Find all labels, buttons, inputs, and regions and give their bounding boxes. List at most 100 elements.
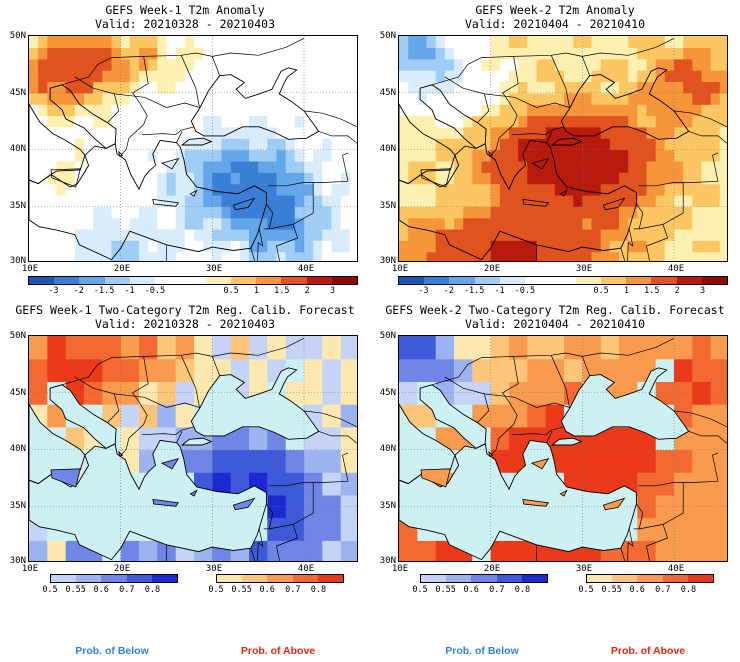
- colorbar-tick-label: -0.5: [144, 286, 166, 296]
- colorbar-tick-label: 0.7: [489, 585, 505, 595]
- colorbar-tick-label: 0.5: [208, 585, 224, 595]
- colorbar-tick-label: 3: [330, 286, 336, 296]
- colorbar-swatch: [651, 277, 677, 284]
- lon-label: 40E: [297, 564, 315, 574]
- below-probability-colorbar: [50, 574, 178, 583]
- colorbar-tick-label: 0.5: [223, 286, 239, 296]
- colorbar-swatch: [292, 575, 318, 582]
- colorbar-swatch: [331, 277, 358, 284]
- colorbar-swatch: [600, 277, 627, 284]
- colorbar-tick-label: 0.6: [463, 585, 479, 595]
- colorbar-tick-label: 1: [253, 286, 260, 296]
- colorbar-swatch: [474, 277, 500, 284]
- colorbar-swatch: [662, 575, 688, 582]
- colorbar-swatch: [612, 575, 638, 582]
- colorbar-swatch: [626, 277, 652, 284]
- colorbar-tick-label: -3: [418, 286, 429, 296]
- lon-label: 20E: [483, 564, 501, 574]
- lat-label: 45N: [379, 388, 396, 398]
- colorbar-tick-label: -3: [48, 286, 59, 296]
- lat-label: 30N: [379, 256, 396, 266]
- colorbar-tick-label: -1.5: [463, 286, 485, 296]
- lat-label: 30N: [9, 256, 26, 266]
- colorbar-tick-label: 0.8: [144, 585, 161, 595]
- map-week2-probability: [398, 335, 728, 562]
- colorbar-tick-label: -1: [494, 286, 505, 296]
- colorbar-swatch: [317, 575, 344, 582]
- colorbar-tick-label: -2: [73, 286, 84, 296]
- lat-label: 35N: [9, 501, 26, 511]
- colorbar-tick-label: 2: [304, 286, 310, 296]
- panel-week1-probability: GEFS Week-1 Two-Category T2m Reg. Calib.…: [0, 300, 370, 600]
- colorbar-swatch: [101, 575, 127, 582]
- colorbar-swatch: [242, 575, 268, 582]
- colorbar-swatch: [587, 575, 613, 582]
- anomaly-colorbar: [28, 276, 358, 285]
- colorbar-tick-label: -1: [124, 286, 135, 296]
- lat-label: 45N: [9, 388, 26, 398]
- lon-label: 20E: [113, 264, 131, 274]
- colorbar-tick-label: 0.6: [259, 585, 275, 595]
- colorbar-swatch: [421, 575, 447, 582]
- panel-valid-dates: Valid: 20210328 - 20210403: [94, 317, 275, 331]
- colorbar-swatch: [256, 277, 282, 284]
- colorbar-tick-label: 0.7: [655, 585, 671, 595]
- lon-label: 30E: [205, 564, 223, 574]
- lat-label: 40N: [9, 444, 26, 454]
- lon-label: 40E: [667, 264, 685, 274]
- lat-label: 30N: [9, 556, 26, 566]
- colorbar-tick-label: 0.8: [514, 585, 531, 595]
- below-probability-colorbar: [420, 574, 548, 583]
- lat-label: 35N: [379, 501, 396, 511]
- lat-label: 30N: [379, 556, 396, 566]
- map-week1-probability: [28, 335, 358, 562]
- colorbar-swatch: [205, 277, 231, 284]
- colorbar-swatch: [76, 575, 102, 582]
- colorbar-tick-label: 0.6: [93, 585, 109, 595]
- colorbar-swatch: [521, 575, 548, 582]
- lat-label: 40N: [379, 444, 396, 454]
- colorbar-tick-label: 0.5: [412, 585, 428, 595]
- panel-title: GEFS Week-1 T2m Anomaly: [105, 3, 265, 17]
- panel-week2-anomaly: GEFS Week-2 T2m Anomaly Valid: 20210404 …: [370, 0, 740, 300]
- lat-label: 50N: [379, 331, 396, 341]
- colorbar-swatch: [424, 277, 450, 284]
- colorbar-swatch: [449, 277, 475, 284]
- colorbar-tick-label: 1.5: [274, 286, 290, 296]
- colorbar-swatch: [230, 277, 257, 284]
- panel-week2-probability: GEFS Week-2 Two-Category T2m Reg. Calib.…: [370, 300, 740, 600]
- map-week2-anomaly: [398, 35, 728, 262]
- lat-label: 50N: [9, 331, 26, 341]
- lon-label: 20E: [113, 564, 131, 574]
- lon-label: 30E: [575, 564, 593, 574]
- colorbar-swatch: [471, 575, 497, 582]
- lon-label: 20E: [483, 264, 501, 274]
- colorbar-tick-label: 1: [623, 286, 630, 296]
- colorbar-tick-label: 0.55: [231, 585, 252, 595]
- colorbar-tick-label: 0.55: [435, 585, 456, 595]
- colorbar-swatch: [217, 575, 243, 582]
- colorbar-tick-label: 1.5: [644, 286, 660, 296]
- colorbar-swatch: [637, 575, 663, 582]
- colorbar-swatch: [281, 277, 307, 284]
- colorbar-swatch: [129, 277, 156, 284]
- colorbar-swatch: [104, 277, 130, 284]
- colorbar-swatch: [51, 575, 77, 582]
- above-probability-colorbar: [586, 574, 714, 583]
- caption-prob-above: Prob. of Above: [240, 645, 316, 657]
- panel-valid-dates: Valid: 20210328 - 20210403: [94, 17, 275, 31]
- caption-prob-below: Prob. of Below: [75, 645, 149, 657]
- lon-label: 40E: [667, 564, 685, 574]
- colorbar-swatch: [126, 575, 152, 582]
- colorbar-tick-label: -0.5: [514, 286, 536, 296]
- map-week1-anomaly: [28, 35, 358, 262]
- colorbar-swatch: [550, 277, 576, 284]
- colorbar-swatch: [496, 575, 522, 582]
- lat-label: 45N: [379, 88, 396, 98]
- colorbar-tick-label: -2: [443, 286, 454, 296]
- panel-title: GEFS Week-1 Two-Category T2m Reg. Calib.…: [15, 303, 355, 317]
- colorbar-swatch: [29, 277, 55, 284]
- lon-label: 10E: [21, 564, 39, 574]
- colorbar-tick-label: 0.55: [65, 585, 86, 595]
- panel-week1-anomaly: GEFS Week-1 T2m Anomaly Valid: 20210328 …: [0, 0, 370, 300]
